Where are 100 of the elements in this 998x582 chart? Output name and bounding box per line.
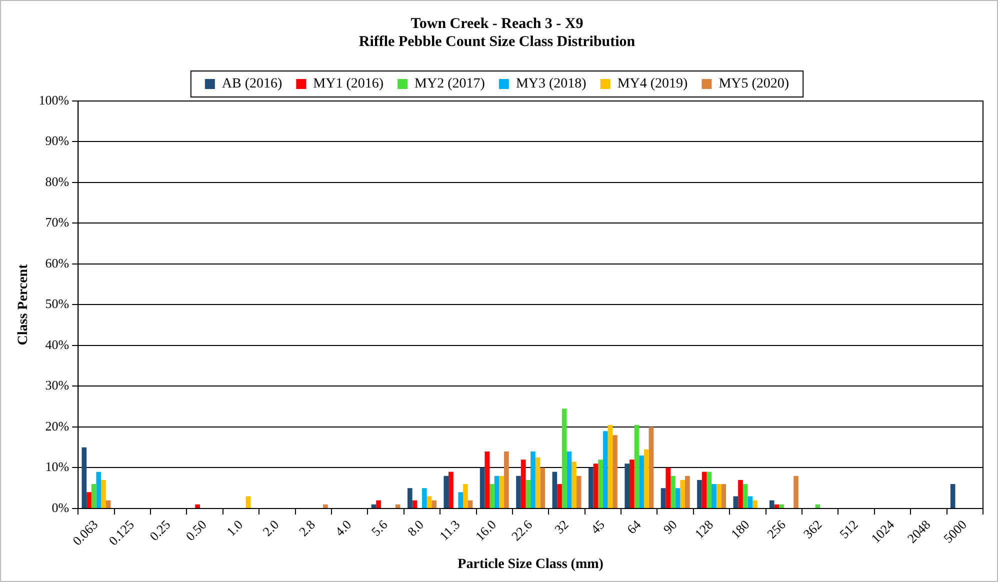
bar xyxy=(697,480,702,508)
x-tick-label: 22.6 xyxy=(508,516,536,544)
bar xyxy=(680,480,685,508)
bar xyxy=(371,504,376,508)
bar xyxy=(742,484,748,508)
bar xyxy=(557,484,562,508)
bar xyxy=(593,464,598,508)
x-tick-label: 45 xyxy=(588,516,608,537)
bar xyxy=(588,468,594,508)
bar xyxy=(484,451,490,508)
bar xyxy=(106,500,111,508)
bar xyxy=(535,458,540,508)
bar xyxy=(639,456,644,508)
x-tick-label: 90 xyxy=(660,516,680,537)
y-tick-label: 50% xyxy=(45,296,70,312)
bar xyxy=(480,468,485,508)
x-tick-label: 256 xyxy=(764,516,789,542)
x-tick-label: 1.0 xyxy=(223,516,246,540)
bar xyxy=(794,476,798,508)
bar xyxy=(733,496,738,508)
bar xyxy=(779,504,784,508)
bar xyxy=(716,484,722,508)
bar xyxy=(86,492,92,508)
bar xyxy=(608,424,613,508)
bar xyxy=(562,408,567,508)
bar xyxy=(448,472,454,508)
bar xyxy=(566,451,572,508)
bar xyxy=(499,476,504,508)
bar xyxy=(504,451,509,508)
bar xyxy=(774,504,780,508)
bar xyxy=(516,476,521,508)
y-tick-label: 10% xyxy=(45,459,70,474)
bar xyxy=(540,468,546,508)
legend-label: MY1 (2016) xyxy=(313,76,384,92)
bar xyxy=(432,500,436,508)
bar xyxy=(195,504,200,508)
bar xyxy=(91,484,96,508)
x-tick-label: 64 xyxy=(624,516,644,537)
x-tick-label: 2.0 xyxy=(260,516,282,540)
bar xyxy=(648,426,654,508)
bar xyxy=(748,496,753,508)
legend-label: MY4 (2019) xyxy=(617,76,688,92)
bar xyxy=(494,476,500,508)
bar xyxy=(444,476,449,508)
y-tick-label: 100% xyxy=(38,92,70,108)
x-tick-label: 11.3 xyxy=(436,516,463,544)
y-tick-label: 70% xyxy=(45,214,70,230)
bar xyxy=(634,424,640,508)
legend-label: MY2 (2017) xyxy=(414,76,486,92)
x-axis-title: Particle Size Class (mm) xyxy=(458,557,604,572)
bar xyxy=(576,476,582,508)
bar xyxy=(572,462,576,508)
bar xyxy=(702,472,707,508)
bar xyxy=(660,488,666,508)
x-tick-label: 512 xyxy=(836,516,861,542)
y-tick-label: 60% xyxy=(45,255,70,270)
bar xyxy=(246,496,251,508)
legend-label: AB (2016) xyxy=(222,76,283,92)
y-tick-label: 90% xyxy=(45,133,70,148)
bar xyxy=(412,500,418,508)
y-tick-label: 30% xyxy=(45,378,70,393)
y-tick-label: 20% xyxy=(45,418,70,434)
x-tick-label: 4.0 xyxy=(332,516,354,540)
bar xyxy=(624,464,630,508)
x-tick-label: 32 xyxy=(552,516,572,537)
bar xyxy=(950,484,956,508)
bar xyxy=(426,496,432,508)
x-tick-label: 0.25 xyxy=(146,516,174,544)
x-tick-label: 180 xyxy=(728,516,752,542)
bar xyxy=(721,484,726,508)
chart-subtitle: Riffle Pebble Count Size Class Distribution xyxy=(358,34,636,50)
x-tick-label: 8.0 xyxy=(404,516,427,540)
y-tick-label: 40% xyxy=(45,336,70,352)
bar xyxy=(670,476,676,508)
bar xyxy=(96,472,102,508)
bar xyxy=(458,492,463,508)
bar xyxy=(520,460,526,508)
bar xyxy=(666,468,671,508)
bar xyxy=(598,460,603,508)
bar xyxy=(602,431,608,508)
bar xyxy=(395,504,400,508)
bar xyxy=(323,504,328,508)
x-tick-label: 5.6 xyxy=(368,516,391,540)
bar xyxy=(769,500,774,508)
bar xyxy=(684,476,690,508)
x-tick-label: 16.0 xyxy=(472,516,499,544)
bar xyxy=(422,488,427,508)
bar xyxy=(612,435,618,508)
bar xyxy=(490,484,494,508)
legend-label: MY5 (2020) xyxy=(718,76,790,92)
bar xyxy=(468,500,473,508)
bar xyxy=(526,480,531,508)
y-tick-label: 0% xyxy=(52,500,70,515)
bar xyxy=(706,472,712,508)
x-tick-label: 128 xyxy=(692,516,716,542)
y-tick-label: 80% xyxy=(45,174,70,189)
bar xyxy=(376,500,381,508)
x-tick-label: 2.8 xyxy=(296,516,318,540)
y-axis-title: Class Percent xyxy=(16,264,32,346)
bar xyxy=(530,451,536,508)
